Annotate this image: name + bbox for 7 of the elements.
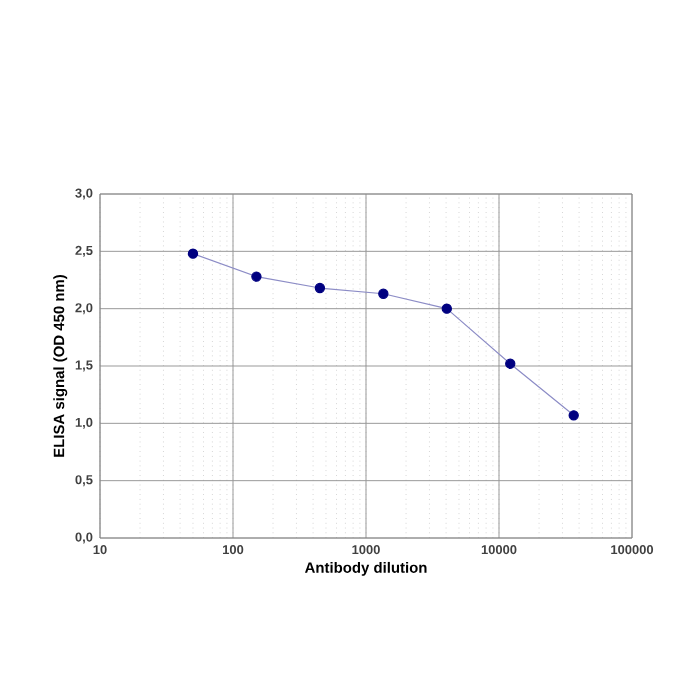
point [441, 303, 452, 314]
point [568, 410, 579, 421]
point [187, 248, 199, 259]
point [378, 288, 389, 299]
point [314, 282, 326, 294]
point [505, 358, 516, 369]
point [251, 271, 262, 282]
